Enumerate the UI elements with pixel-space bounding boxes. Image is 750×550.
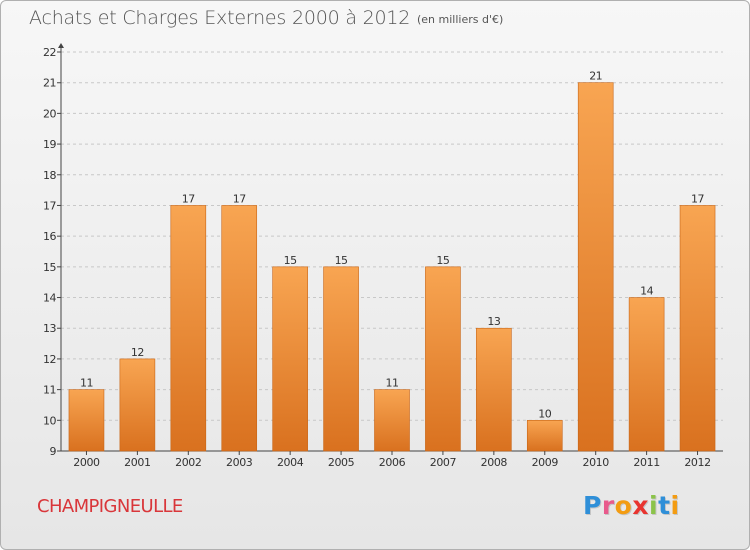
bar-value-label: 12 <box>131 346 144 359</box>
y-tick-label: 17 <box>43 199 56 212</box>
logo-letter: o <box>614 491 633 520</box>
x-tick-label: 2007 <box>430 456 457 469</box>
x-tick-label: 2012 <box>684 456 710 469</box>
x-tick-label: 2002 <box>175 456 201 469</box>
logo-letter: x <box>632 491 649 520</box>
bar-2003 <box>221 205 258 452</box>
bar-value-label: 17 <box>691 192 704 205</box>
bar-value-label: 17 <box>233 192 246 205</box>
bar-2006 <box>374 389 410 452</box>
logo-letter: P <box>583 491 602 520</box>
bar-value-label: 13 <box>487 315 500 328</box>
chart-title: Achats et Charges Externes 2000 à 2012 <box>29 7 411 29</box>
bar-value-label: 11 <box>386 377 399 390</box>
chart-subtitle: (en milliers d'€) <box>417 13 504 26</box>
y-tick-label: 18 <box>43 169 56 182</box>
x-tick-label: 2005 <box>328 456 355 469</box>
y-tick-label: 12 <box>43 353 56 366</box>
y-tick-label: 9 <box>50 445 57 458</box>
logo-letter: i <box>649 491 659 520</box>
bar-value-label: 15 <box>284 254 297 267</box>
y-tick-label: 16 <box>43 230 56 243</box>
x-tick-label: 2004 <box>277 456 304 469</box>
bar-value-label: 14 <box>640 285 653 298</box>
bar-value-label: 10 <box>538 407 551 420</box>
y-tick-label: 21 <box>43 77 56 90</box>
x-tick-label: 2009 <box>532 456 559 469</box>
y-tick-label: 10 <box>43 414 56 427</box>
commune-name: CHAMPIGNEULLE <box>37 496 183 517</box>
proxiti-logo[interactable]: Proxiti <box>583 491 680 520</box>
x-tick-label: 2008 <box>481 456 508 469</box>
x-tick-label: 2006 <box>379 456 406 469</box>
x-tick-label: 2001 <box>124 456 150 469</box>
bar-value-label: 21 <box>589 70 602 83</box>
bar-2009 <box>526 420 563 452</box>
bar-value-label: 15 <box>335 254 348 267</box>
bar-value-label: 11 <box>80 377 93 390</box>
y-tick-label: 11 <box>43 384 56 397</box>
bar-2012 <box>679 205 716 452</box>
logo-letter: r <box>601 491 615 520</box>
y-tick-label: 22 <box>43 46 56 59</box>
y-tick-label: 14 <box>43 292 56 305</box>
bar-2010 <box>577 82 614 452</box>
x-tick-label: 2000 <box>73 456 100 469</box>
x-tick-label: 2011 <box>633 456 659 469</box>
bar-value-label: 15 <box>436 254 449 267</box>
bar-2004 <box>272 266 308 452</box>
bar-2011 <box>628 297 665 452</box>
bar-2001 <box>119 358 156 452</box>
x-tick-label: 2010 <box>582 456 609 469</box>
logo-letter: t <box>658 491 671 520</box>
bar-2005 <box>323 266 359 452</box>
y-tick-label: 13 <box>43 322 56 335</box>
y-axis-arrow <box>58 43 64 48</box>
bar-2008 <box>476 327 512 452</box>
logo-letter: i <box>670 491 680 520</box>
y-tick-label: 15 <box>43 261 56 274</box>
bar-2000 <box>68 389 105 452</box>
bar-2007 <box>425 266 461 452</box>
y-tick-label: 20 <box>43 107 56 120</box>
bar-2002 <box>170 205 207 452</box>
bar-value-label: 17 <box>182 192 195 205</box>
y-tick-label: 19 <box>43 138 56 151</box>
x-tick-label: 2003 <box>226 456 253 469</box>
